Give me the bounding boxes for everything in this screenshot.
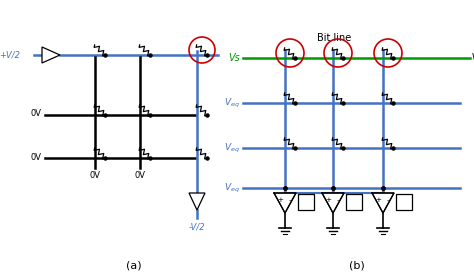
Text: 0V: 0V [31,109,42,119]
Text: Bit line: Bit line [317,33,351,43]
Text: 0V: 0V [31,153,42,161]
Bar [396,194,412,210]
Polygon shape [322,193,344,213]
Text: Vs: Vs [228,53,240,63]
Text: +: + [375,197,381,203]
Bar [346,194,362,210]
Text: -V/2: -V/2 [189,223,205,232]
Bar [298,194,314,210]
Polygon shape [274,193,296,213]
Polygon shape [372,193,394,213]
Text: (b): (b) [348,260,365,270]
Text: $V_{eq}$: $V_{eq}$ [224,141,240,155]
Text: -: - [337,197,339,203]
Text: -: - [387,197,389,203]
Text: $V_{eq}$: $V_{eq}$ [224,97,240,109]
Text: 0V: 0V [135,171,146,180]
Polygon shape [42,47,60,63]
Text: (a): (a) [126,260,142,270]
Text: +V/2: +V/2 [0,51,20,59]
Text: $V_{eq}$: $V_{eq}$ [224,182,240,194]
Text: 0V: 0V [90,171,100,180]
Text: +: + [277,197,283,203]
Text: -: - [289,197,291,203]
Polygon shape [189,193,205,210]
Text: Word line: Word line [472,54,474,62]
Text: +: + [325,197,331,203]
